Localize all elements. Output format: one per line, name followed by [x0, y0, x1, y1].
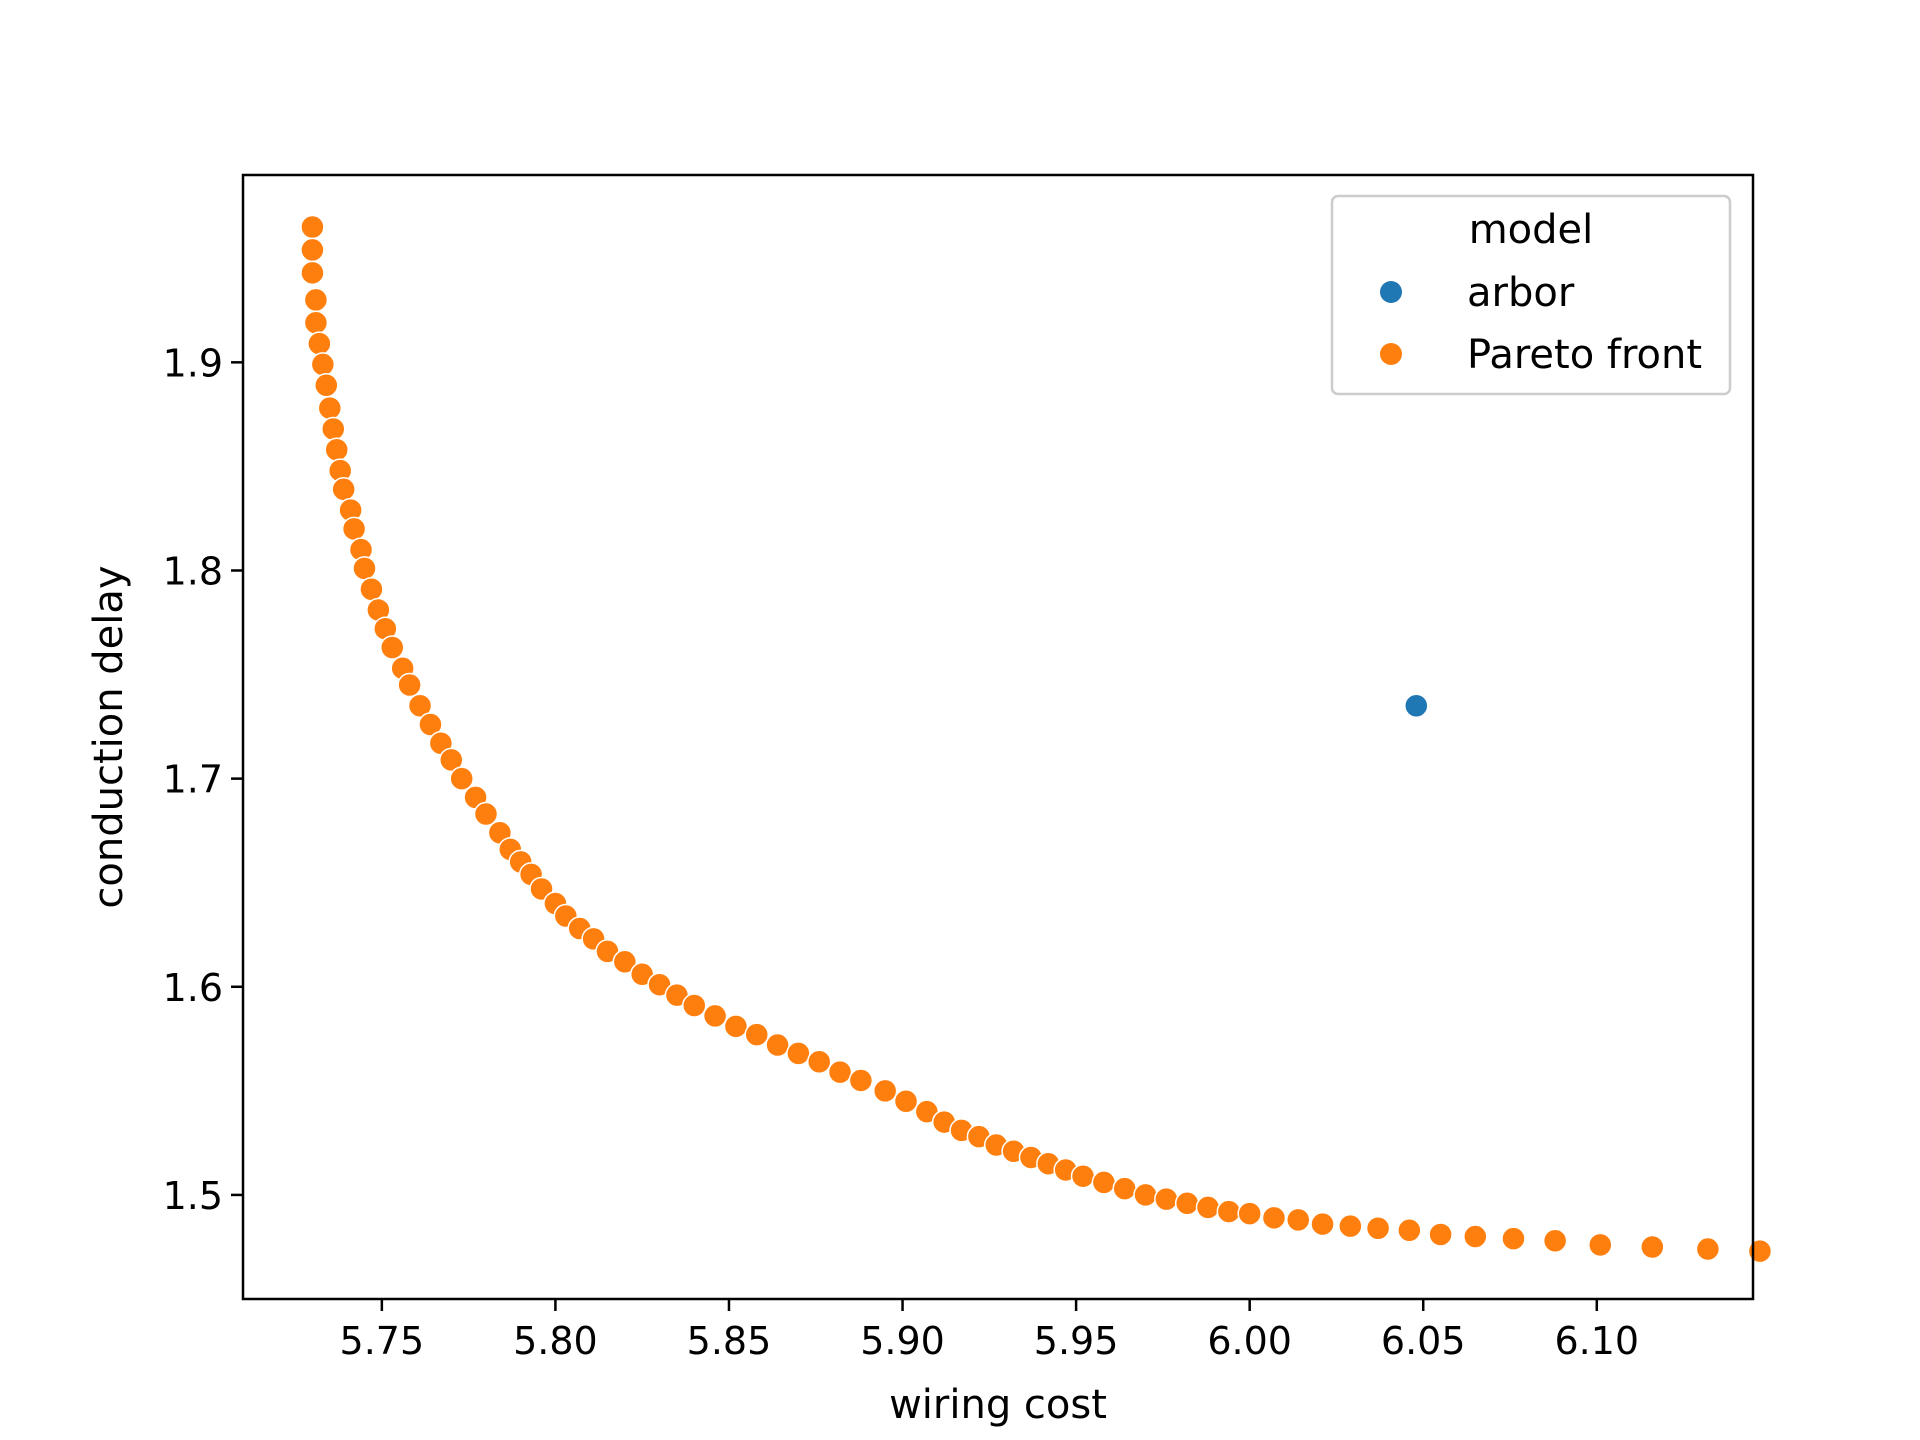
point-pareto-front	[300, 237, 325, 263]
point-pareto-front	[303, 287, 329, 313]
point-pareto-front	[449, 766, 474, 791]
legend-box	[1330, 194, 1732, 396]
point-pareto-front	[380, 635, 405, 660]
point-pareto-front	[1195, 1195, 1221, 1220]
y-axis-ticks: 1.5 1.6 1.7 1.8 1.9	[163, 341, 243, 1218]
point-pareto-front	[1286, 1207, 1311, 1233]
y-tick-label: 1.6	[163, 966, 223, 1010]
legend-marker-arbor	[1380, 281, 1402, 303]
point-pareto-front	[1428, 1222, 1453, 1247]
point-pareto-front	[314, 372, 339, 398]
point-pareto-front	[1237, 1201, 1262, 1226]
point-pareto-front	[307, 331, 332, 356]
point-pareto-front	[1640, 1234, 1665, 1260]
point-pareto-front	[1501, 1226, 1526, 1251]
point-pareto-front	[1070, 1163, 1096, 1189]
point-pareto-front	[612, 949, 638, 975]
legend: model arbor Pareto front	[1330, 194, 1732, 396]
y-tick-label: 1.7	[163, 758, 223, 802]
point-pareto-front	[439, 747, 464, 773]
point-pareto-front	[1365, 1215, 1391, 1241]
legend-label-pareto-front: Pareto front	[1467, 332, 1702, 378]
point-pareto-front	[359, 576, 384, 602]
x-tick-label: 6.05	[1381, 1319, 1466, 1363]
point-pareto-front	[806, 1049, 832, 1074]
point-pareto-front	[300, 214, 325, 240]
x-axis-ticks: 5.75 5.80 5.85 5.90 5.95 6.00 6.05 6.10	[340, 1299, 1639, 1363]
point-pareto-front	[1588, 1232, 1613, 1258]
point-pareto-front	[1174, 1191, 1200, 1216]
point-pareto-front	[1216, 1199, 1242, 1224]
point-pareto-front	[827, 1059, 853, 1085]
point-pareto-front	[303, 310, 329, 336]
point-pareto-front	[1397, 1218, 1422, 1243]
point-pareto-front	[1154, 1186, 1179, 1212]
point-pareto-front	[317, 395, 343, 421]
point-pareto-front	[1338, 1213, 1363, 1239]
legend-title: model	[1469, 207, 1594, 253]
point-pareto-front	[397, 672, 422, 698]
x-tick-label: 6.00	[1207, 1319, 1292, 1363]
x-tick-label: 5.85	[687, 1319, 772, 1363]
x-tick-label: 6.10	[1554, 1319, 1639, 1363]
x-tick-label: 5.75	[340, 1319, 425, 1363]
point-arbor	[1404, 693, 1429, 719]
y-tick-label: 1.8	[163, 549, 223, 593]
y-tick-label: 1.9	[163, 341, 223, 385]
point-pareto-front	[872, 1078, 898, 1104]
point-pareto-front	[310, 352, 336, 377]
point-pareto-front	[848, 1068, 874, 1093]
x-tick-label: 5.95	[1034, 1319, 1119, 1363]
point-pareto-front	[1695, 1236, 1721, 1262]
x-axis-label: wiring cost	[889, 1382, 1107, 1428]
point-pareto-front	[786, 1041, 811, 1066]
point-pareto-front	[1310, 1211, 1335, 1237]
point-pareto-front	[765, 1032, 790, 1058]
point-pareto-front	[352, 556, 377, 581]
point-pareto-front	[893, 1089, 919, 1114]
point-pareto-front	[321, 416, 346, 442]
y-axis-label: conduction delay	[86, 565, 132, 908]
legend-label-arbor: arbor	[1467, 270, 1575, 316]
point-pareto-front	[1463, 1224, 1488, 1249]
point-pareto-front	[324, 437, 349, 463]
y-tick-label: 1.5	[163, 1174, 223, 1218]
point-pareto-front	[407, 693, 433, 719]
data-points	[300, 214, 1773, 1264]
point-pareto-front	[702, 1003, 728, 1029]
legend-marker-pareto-front	[1380, 343, 1402, 365]
point-pareto-front	[1112, 1176, 1137, 1201]
point-pareto-front	[1091, 1170, 1117, 1195]
point-pareto-front	[331, 477, 356, 502]
point-pareto-front	[1542, 1228, 1568, 1253]
point-pareto-front	[682, 993, 707, 1018]
point-pareto-front	[418, 712, 443, 737]
point-pareto-front	[341, 516, 367, 542]
point-pareto-front	[473, 801, 499, 827]
point-pareto-front	[744, 1022, 769, 1047]
x-tick-label: 5.90	[860, 1319, 945, 1363]
point-pareto-front	[1133, 1182, 1158, 1208]
plot-frame	[241, 173, 1755, 1301]
point-pareto-front	[723, 1014, 749, 1039]
x-tick-label: 5.80	[513, 1319, 598, 1363]
point-pareto-front	[1261, 1205, 1287, 1231]
point-pareto-front	[300, 260, 325, 286]
